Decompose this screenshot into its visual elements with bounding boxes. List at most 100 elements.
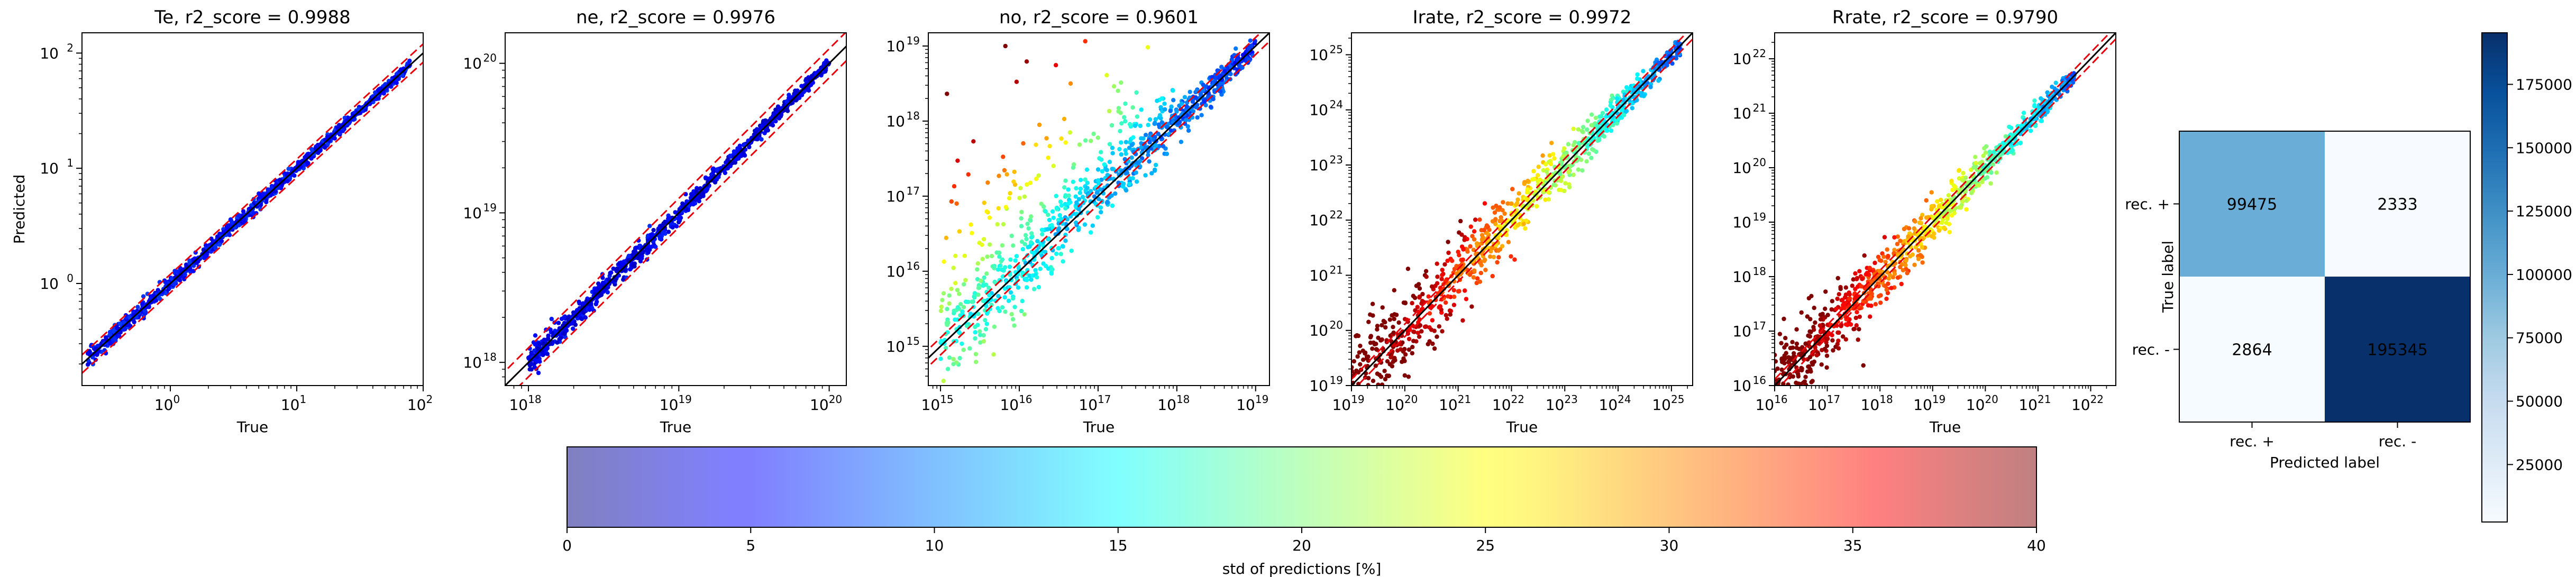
data-point bbox=[1157, 113, 1163, 118]
data-point bbox=[945, 307, 949, 312]
data-point bbox=[202, 255, 207, 260]
data-point bbox=[1977, 183, 1981, 188]
data-point bbox=[1558, 188, 1564, 193]
data-point bbox=[1469, 304, 1474, 309]
data-point bbox=[1635, 72, 1640, 77]
data-point bbox=[1071, 179, 1076, 184]
data-point bbox=[332, 136, 337, 141]
data-point bbox=[1123, 101, 1128, 106]
data-point bbox=[763, 118, 768, 123]
data-point bbox=[1952, 210, 1957, 216]
data-point bbox=[1566, 142, 1571, 146]
data-point bbox=[952, 311, 956, 316]
data-point bbox=[1109, 123, 1115, 128]
data-point bbox=[1918, 253, 1923, 258]
data-point bbox=[545, 352, 550, 356]
x-tick-label: 1021 bbox=[1439, 393, 1471, 414]
data-point bbox=[1129, 155, 1134, 160]
data-point bbox=[1110, 203, 1115, 208]
data-point bbox=[1477, 279, 1483, 284]
data-point bbox=[1406, 374, 1411, 379]
data-point bbox=[1817, 323, 1822, 328]
data-point bbox=[1118, 111, 1123, 115]
data-point bbox=[968, 312, 973, 316]
data-point bbox=[1001, 222, 1006, 227]
data-point bbox=[1920, 213, 1925, 217]
data-point bbox=[1034, 142, 1038, 147]
data-point bbox=[1590, 147, 1595, 152]
data-point bbox=[1024, 285, 1029, 290]
data-point bbox=[1098, 205, 1103, 210]
data-point bbox=[1174, 109, 1179, 114]
data-point bbox=[1857, 314, 1862, 319]
data-point bbox=[945, 367, 951, 371]
panel-title: Irate, r2_score = 0.9972 bbox=[1413, 7, 1632, 28]
data-point bbox=[1110, 145, 1115, 150]
data-point bbox=[1531, 169, 1536, 173]
data-point bbox=[1938, 197, 1943, 203]
axes-frame bbox=[1351, 32, 1693, 386]
data-point bbox=[1656, 78, 1661, 83]
data-point bbox=[1484, 223, 1490, 228]
data-point bbox=[1477, 217, 1482, 222]
data-point bbox=[1819, 362, 1824, 367]
data-point bbox=[1786, 355, 1791, 360]
data-point bbox=[1062, 116, 1067, 122]
data-point bbox=[983, 327, 989, 332]
data-point bbox=[121, 327, 126, 332]
data-point bbox=[977, 285, 982, 290]
data-point bbox=[684, 206, 689, 211]
data-point bbox=[1790, 340, 1795, 344]
data-point bbox=[1435, 261, 1439, 266]
data-point bbox=[1010, 317, 1016, 322]
data-point bbox=[1003, 309, 1008, 314]
data-point bbox=[191, 263, 196, 268]
data-point bbox=[728, 153, 733, 158]
data-point bbox=[1011, 179, 1016, 184]
data-point bbox=[1837, 292, 1841, 297]
data-point bbox=[1509, 201, 1514, 206]
data-point bbox=[2039, 118, 2044, 123]
data-point bbox=[1147, 159, 1152, 164]
data-point bbox=[2050, 85, 2054, 89]
data-point bbox=[1904, 258, 1908, 263]
data-point bbox=[1540, 153, 1545, 158]
data-point bbox=[657, 236, 663, 241]
data-point bbox=[1387, 362, 1392, 367]
data-point bbox=[1144, 133, 1148, 138]
data-point bbox=[1851, 327, 1856, 332]
data-point bbox=[1429, 327, 1434, 332]
data-point bbox=[1380, 323, 1384, 328]
data-point bbox=[1195, 115, 1200, 120]
data-point bbox=[1110, 167, 1115, 171]
data-point bbox=[1094, 190, 1099, 195]
minor-ticks bbox=[925, 49, 1253, 389]
data-point bbox=[1427, 339, 1432, 344]
data-point bbox=[286, 167, 291, 171]
data-point bbox=[1843, 285, 1848, 290]
data-point bbox=[982, 275, 986, 280]
data-point bbox=[1077, 190, 1083, 195]
identity-line bbox=[1351, 33, 1693, 386]
data-point bbox=[1158, 105, 1163, 109]
data-point bbox=[579, 316, 583, 320]
data-point bbox=[1095, 135, 1100, 140]
data-point bbox=[1179, 101, 1184, 106]
data-point bbox=[973, 336, 978, 341]
data-point bbox=[997, 173, 1001, 178]
y-tick-exponent: 19 bbox=[1330, 374, 1343, 387]
x-tick-label: 101 bbox=[281, 393, 306, 414]
data-point bbox=[1978, 161, 1983, 166]
data-point bbox=[1414, 283, 1419, 288]
data-point bbox=[172, 269, 177, 273]
data-point bbox=[1067, 130, 1073, 135]
panel-title: ne, r2_score = 0.9976 bbox=[576, 7, 775, 28]
data-point bbox=[631, 249, 636, 254]
data-point bbox=[1543, 197, 1548, 202]
y-tick-exponent: 2 bbox=[67, 41, 74, 54]
data-point bbox=[1496, 248, 1501, 253]
data-point bbox=[285, 179, 290, 184]
